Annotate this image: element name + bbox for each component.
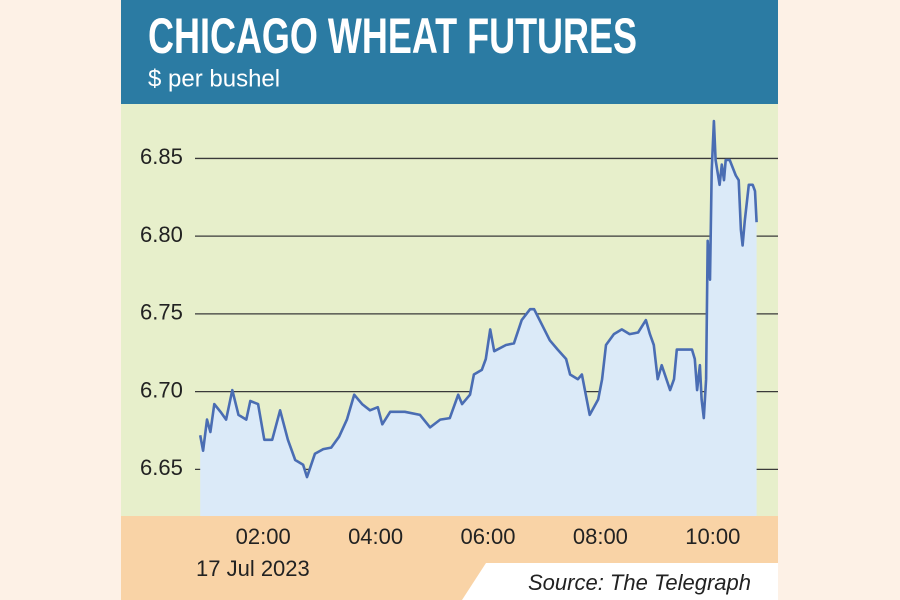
y-tick-label: 6.75 (140, 300, 183, 325)
header (121, 0, 778, 104)
y-tick-label: 6.65 (140, 455, 183, 480)
date-label: 17 Jul 2023 (196, 556, 310, 581)
plot: 6.65 6.70 6.75 6.80 6.85 02:00 04:00 06:00 08:00… (140, 119, 778, 549)
y-tick-label: 6.70 (140, 377, 183, 402)
x-tick-label: 10:00 (685, 524, 740, 549)
source-box (462, 563, 778, 600)
x-tick-label: 08:00 (573, 524, 628, 549)
area-fill (200, 121, 757, 516)
y-tick-label: 6.85 (140, 144, 183, 169)
x-tick-label: 06:00 (460, 524, 515, 549)
source-label: Source: The Telegraph (528, 570, 751, 595)
y-tick-label: 6.80 (140, 222, 183, 247)
price-line (198, 119, 758, 479)
chart-title: CHICAGO WHEAT FUTURES (148, 8, 637, 64)
chart-subtitle: $ per bushel (148, 65, 280, 92)
x-tick-label: 02:00 (236, 524, 291, 549)
x-tick-label: 04:00 (348, 524, 403, 549)
